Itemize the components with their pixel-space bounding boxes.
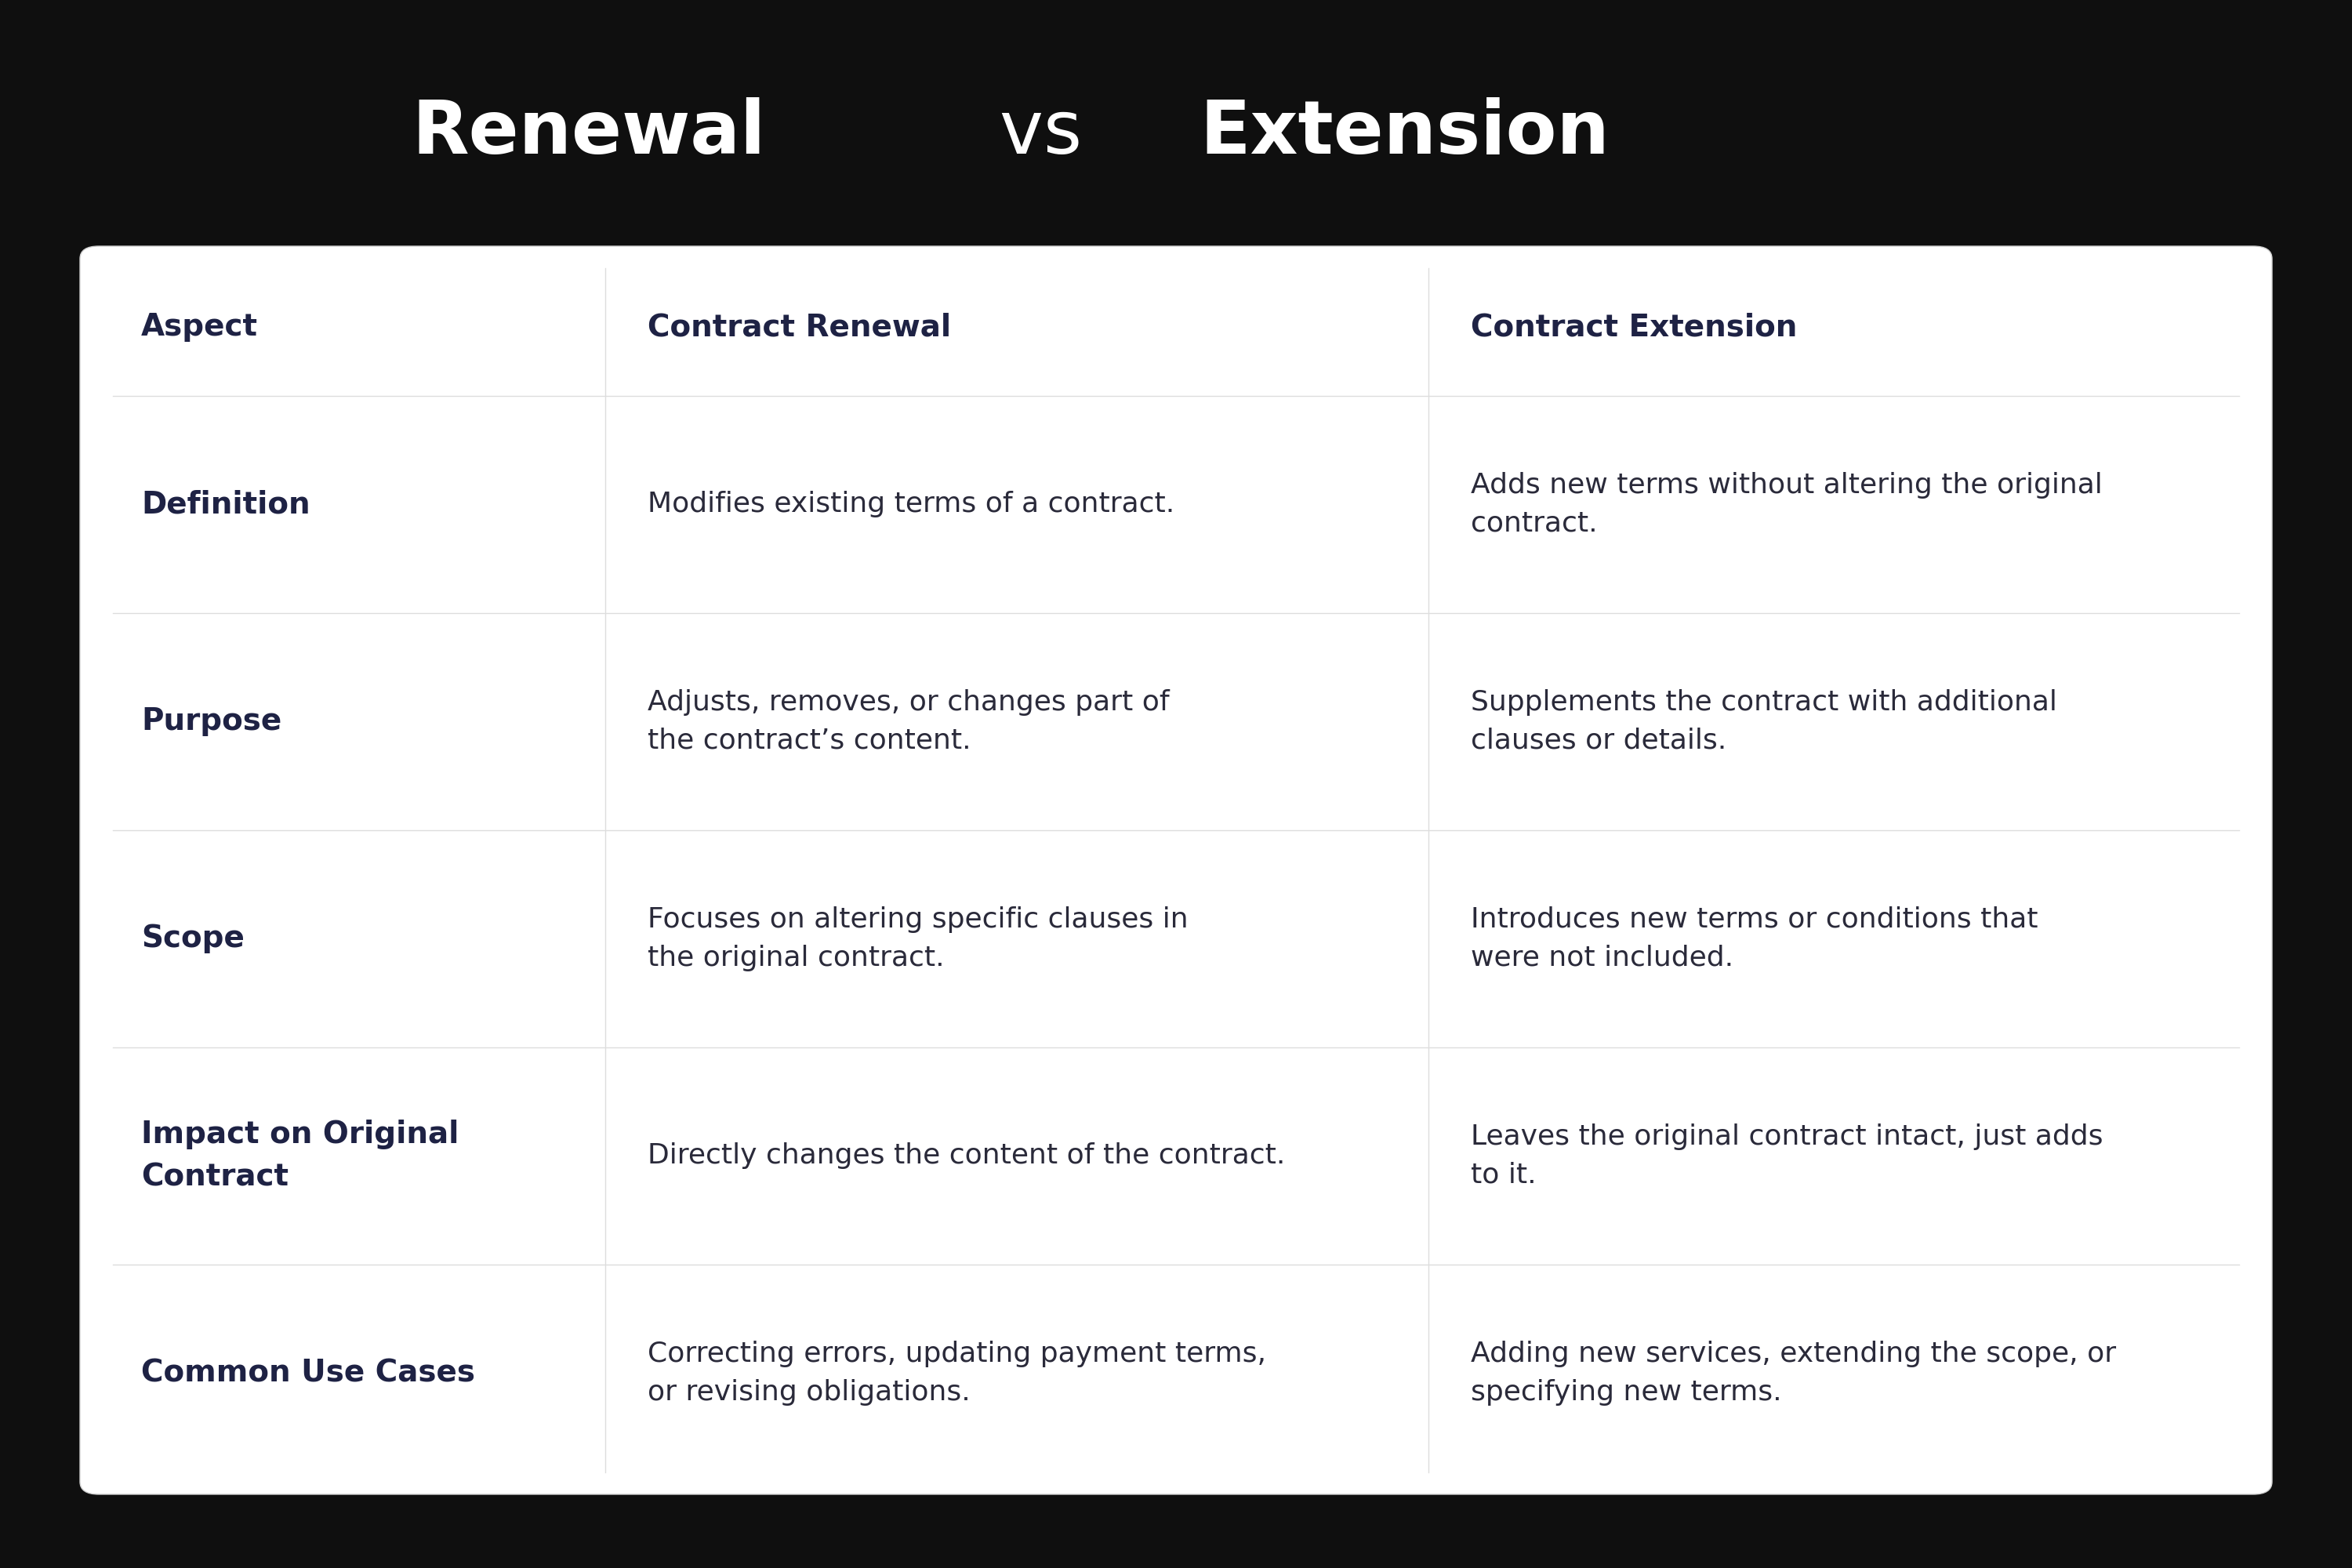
Text: Adjusts, removes, or changes part of
the contract’s content.: Adjusts, removes, or changes part of the…	[647, 688, 1169, 754]
Text: Correcting errors, updating payment terms,
or revising obligations.: Correcting errors, updating payment term…	[647, 1341, 1265, 1405]
Text: Contract Extension: Contract Extension	[1470, 312, 1797, 342]
Text: Adding new services, extending the scope, or
specifying new terms.: Adding new services, extending the scope…	[1470, 1341, 2117, 1405]
Text: Focuses on altering specific clauses in
the original contract.: Focuses on altering specific clauses in …	[647, 906, 1188, 971]
Text: Purpose: Purpose	[141, 707, 282, 737]
Text: Supplements the contract with additional
clauses or details.: Supplements the contract with additional…	[1470, 688, 2056, 754]
Text: Impact on Original
Contract: Impact on Original Contract	[141, 1120, 459, 1192]
Text: Extension: Extension	[1200, 97, 1609, 169]
Text: Contract Renewal: Contract Renewal	[647, 312, 950, 342]
Text: Common Use Cases: Common Use Cases	[141, 1358, 475, 1388]
Text: vs: vs	[976, 97, 1105, 169]
Text: Modifies existing terms of a contract.: Modifies existing terms of a contract.	[647, 491, 1174, 517]
Text: Scope: Scope	[141, 924, 245, 953]
Text: Definition: Definition	[141, 489, 310, 519]
Text: Aspect: Aspect	[141, 312, 259, 342]
Text: Leaves the original contract intact, just adds
to it.: Leaves the original contract intact, jus…	[1470, 1123, 2103, 1189]
FancyBboxPatch shape	[80, 246, 2272, 1494]
Text: Renewal: Renewal	[412, 97, 764, 169]
Text: Adds new terms without altering the original
contract.: Adds new terms without altering the orig…	[1470, 472, 2103, 536]
Text: Introduces new terms or conditions that
were not included.: Introduces new terms or conditions that …	[1470, 906, 2037, 971]
Text: Directly changes the content of the contract.: Directly changes the content of the cont…	[647, 1143, 1284, 1170]
